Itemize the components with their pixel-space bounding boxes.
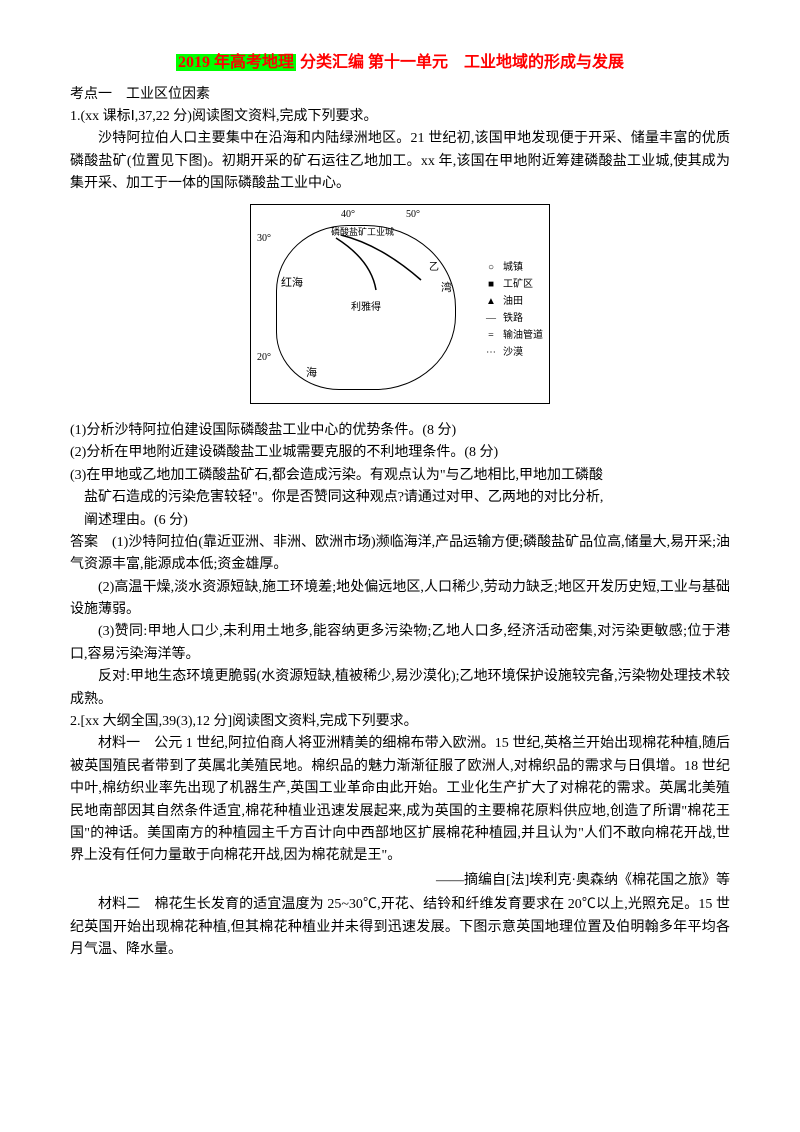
coord-50: 50° [406, 207, 420, 223]
sub-question-3a: (3)在甲地或乙地加工磷酸盐矿石,都会造成污染。有观点认为"与乙地相比,甲地加工… [70, 465, 730, 487]
map-figure: 40° 50° 30° 20° 磷酸盐矿工业城 红海 海 湾 乙 利雅得 ○城镇… [70, 204, 730, 412]
attribution: ——摘编自[法]埃利克·奥森纳《棉花国之旅》等 [70, 870, 730, 892]
material-2-body: 棉花生长发育的适宜温度为 25~30℃,开花、结铃和纤维发育要求在 20℃以上,… [70, 897, 730, 957]
legend-sym-pipe: = [483, 328, 499, 343]
legend-label: 铁路 [503, 311, 523, 326]
label-sea2: 海 [306, 365, 317, 383]
material-1-body: 公元 1 世纪,阿拉伯商人将亚洲精美的细棉布带入欧洲。15 世纪,英格兰开始出现… [70, 736, 730, 863]
answer-3: (3)赞同:甲地人口少,未利用土地多,能容纳更多污染物;乙地人口多,经济活动密集… [70, 621, 730, 666]
legend-sym-desert: ⋯ [483, 345, 499, 360]
legend-row: ⋯ 沙漠 [483, 345, 543, 360]
legend-label: 沙漠 [503, 345, 523, 360]
title-highlight: 2019 年高考地理 [176, 54, 296, 71]
question-1-number: 1.(xx 课标Ⅰ,37,22 分)阅读图文资料,完成下列要求。 [70, 106, 730, 128]
legend-sym-town: ○ [483, 260, 499, 275]
legend-sym-mine: ■ [483, 277, 499, 292]
legend-row: = 输油管道 [483, 328, 543, 343]
legend-sym-oil: ▲ [483, 294, 499, 309]
coord-20: 20° [257, 350, 271, 366]
document-title: 2019 年高考地理 分类汇编 第十一单元 工业地域的形成与发展 [70, 50, 730, 76]
legend-label: 工矿区 [503, 277, 533, 292]
material-2-label: 材料二 [98, 897, 154, 912]
title-rest: 分类汇编 第十一单元 工业地域的形成与发展 [296, 54, 624, 71]
section-header-1: 考点一 工业区位因素 [70, 84, 730, 106]
railway-line-icon [321, 230, 441, 300]
answer-2: (2)高温干燥,淡水资源短缺,施工环境差;地处偏远地区,人口稀少,劳动力缺乏;地… [70, 577, 730, 622]
legend-row: ○ 城镇 [483, 260, 543, 275]
answer-4: 反对:甲地生态环境更脆弱(水资源短缺,植被稀少,易沙漠化);乙地环境保护设施较完… [70, 666, 730, 711]
question-2-number: 2.[xx 大纲全国,39(3),12 分]阅读图文资料,完成下列要求。 [70, 711, 730, 733]
label-gulf: 湾 [441, 280, 452, 298]
legend-label: 输油管道 [503, 328, 543, 343]
material-2: 材料二 棉花生长发育的适宜温度为 25~30℃,开花、结铃和纤维发育要求在 20… [70, 894, 730, 961]
sub-question-1: (1)分析沙特阿拉伯建设国际磷酸盐工业中心的优势条件。(8 分) [70, 420, 730, 442]
label-redsea1: 红海 [281, 275, 303, 293]
map-legend: ○ 城镇 ■ 工矿区 ▲ 油田 — 铁路 = 输油管道 ⋯ 沙漠 [483, 260, 543, 362]
legend-label: 油田 [503, 294, 523, 309]
legend-label: 城镇 [503, 260, 523, 275]
legend-row: ■ 工矿区 [483, 277, 543, 292]
answer-1: 答案 (1)沙特阿拉伯(靠近亚洲、非洲、欧洲市场)濒临海洋,产品运输方便;磷酸盐… [70, 532, 730, 577]
material-1-label: 材料一 [98, 736, 154, 751]
sub-question-2: (2)分析在甲地附近建设磷酸盐工业城需要克服的不利地理条件。(8 分) [70, 442, 730, 464]
sub-question-3b: 盐矿石造成的污染危害较轻"。你是否赞同这种观点?请通过对甲、乙两地的对比分析, [70, 487, 730, 509]
question-1-paragraph: 沙特阿拉伯人口主要集中在沿海和内陆绿洲地区。21 世纪初,该国甲地发现便于开采、… [70, 128, 730, 195]
material-1: 材料一 公元 1 世纪,阿拉伯商人将亚洲精美的细棉布带入欧洲。15 世纪,英格兰… [70, 733, 730, 867]
coord-40: 40° [341, 207, 355, 223]
legend-row: ▲ 油田 [483, 294, 543, 309]
label-riyadh: 利雅得 [351, 300, 381, 316]
map-box: 40° 50° 30° 20° 磷酸盐矿工业城 红海 海 湾 乙 利雅得 ○城镇… [250, 204, 550, 404]
legend-sym-rail: — [483, 311, 499, 326]
sub-question-3c: 阐述理由。(6 分) [70, 510, 730, 532]
legend-row: — 铁路 [483, 311, 543, 326]
coord-30: 30° [257, 231, 271, 247]
